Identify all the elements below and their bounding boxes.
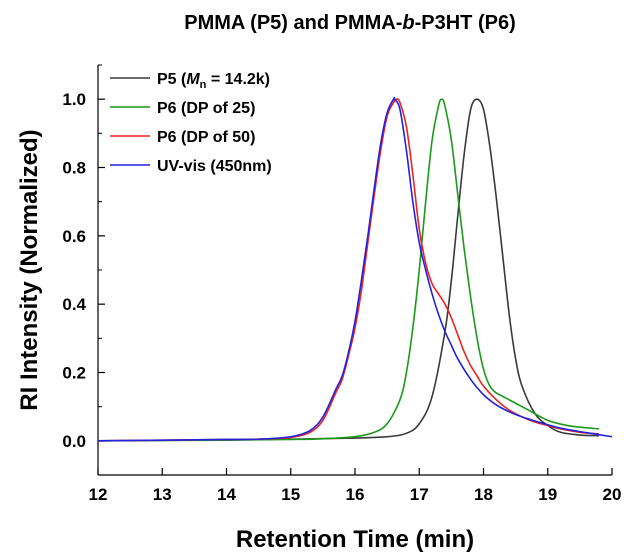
y-tick-label-1: 0.2: [62, 364, 86, 383]
y-tick-label-4: 0.8: [62, 159, 86, 178]
y-tick-label-0: 0.0: [62, 432, 86, 451]
series-line-p5: [97, 98, 600, 442]
legend: P5 (Mn = 14.2k) P6 (DP of 25) P6 (DP of …: [110, 71, 272, 175]
x-tick-label-3: 15: [281, 485, 300, 504]
x-tick-label-0: 12: [89, 485, 108, 504]
x-tick-label-7: 19: [538, 485, 557, 504]
y-tick-label-2: 0.4: [62, 295, 86, 314]
series-lines: [97, 96, 613, 442]
legend-label-p5: P5 (Mn = 14.2k): [157, 71, 270, 91]
y-tick-label-3: 0.6: [62, 227, 86, 246]
x-tick-label-8: 20: [603, 485, 622, 504]
chart-title: PMMA (P5) and PMMA-b-P3HT (P6): [184, 12, 515, 34]
legend-label-p6-dp50: P6 (DP of 50): [157, 129, 255, 146]
legend-label-p6-dp25: P6 (DP of 25): [157, 100, 255, 117]
y-axis-title: RI Intensity (Normalized): [16, 129, 43, 410]
y-tick-label-5: 1.0: [62, 90, 86, 109]
x-tick-label-5: 17: [410, 485, 429, 504]
legend-label-uv-vis: UV-vis (450nm): [157, 158, 272, 175]
series-line-p6-dp25: [97, 98, 600, 442]
x-tick-label-6: 18: [474, 485, 493, 504]
x-tick-label-4: 16: [346, 485, 365, 504]
x-axis-title: Retention Time (min): [236, 526, 474, 553]
series-line-uv-vis: [97, 96, 613, 442]
x-tick-label-1: 13: [153, 485, 172, 504]
x-tick-label-2: 14: [217, 485, 236, 504]
series-line-p6-dp50: [97, 98, 600, 442]
tick-labels: 12 13 14 15 16 17 18 19 20 0.0 0.2 0.4 0.6 0.8 1.0: [62, 90, 621, 504]
